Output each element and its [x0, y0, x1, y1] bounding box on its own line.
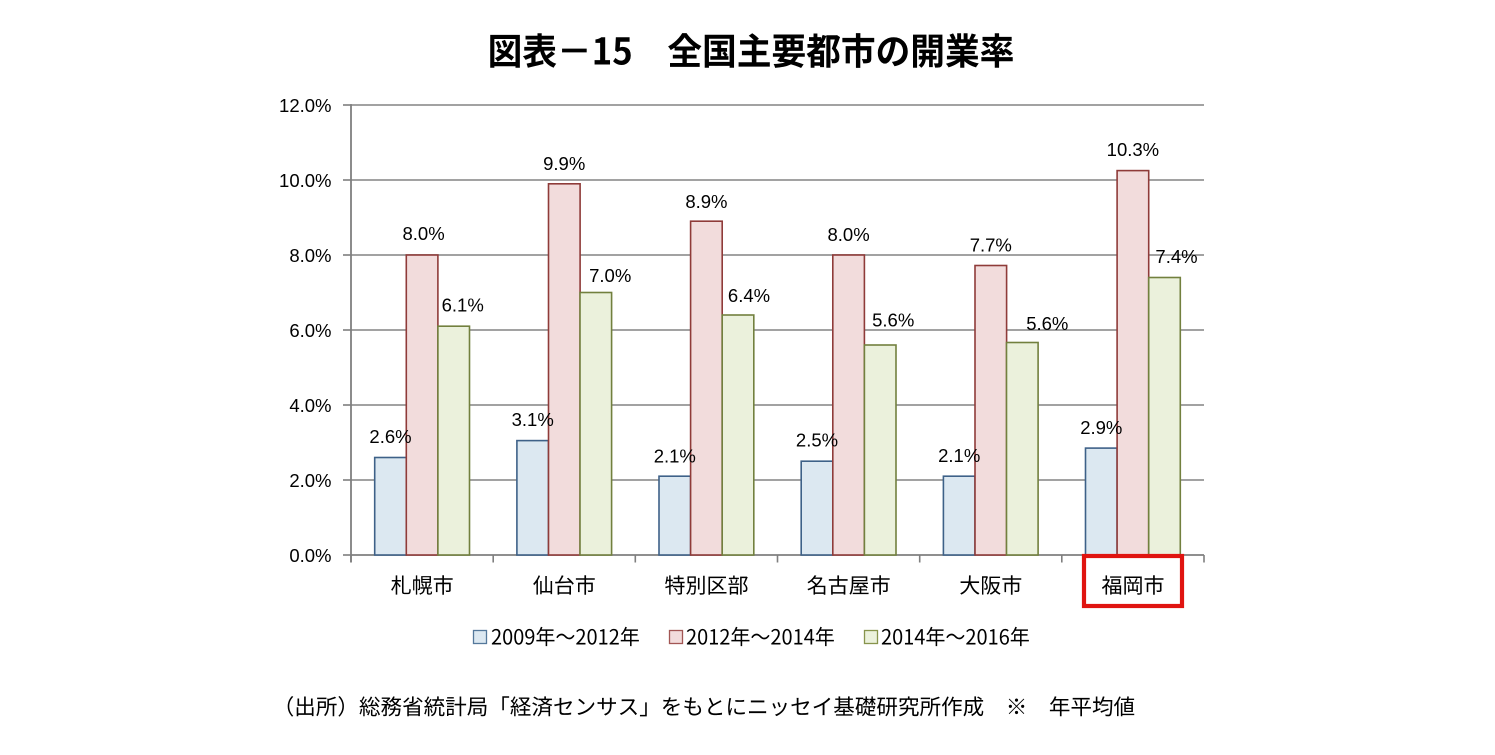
svg-text:5.6%: 5.6%	[1026, 313, 1068, 334]
svg-text:3.1%: 3.1%	[512, 409, 554, 430]
svg-text:0.0%: 0.0%	[289, 545, 331, 566]
svg-text:6.0%: 6.0%	[289, 320, 331, 341]
svg-text:2.1%: 2.1%	[654, 445, 696, 466]
svg-text:12.0%: 12.0%	[279, 95, 331, 116]
svg-text:8.9%: 8.9%	[685, 191, 727, 212]
svg-text:8.0%: 8.0%	[289, 245, 331, 266]
svg-text:4.0%: 4.0%	[289, 395, 331, 416]
svg-text:7.0%: 7.0%	[589, 265, 631, 286]
svg-text:8.0%: 8.0%	[403, 223, 445, 244]
svg-text:6.1%: 6.1%	[442, 295, 484, 316]
svg-text:9.9%: 9.9%	[543, 153, 585, 174]
svg-text:10.0%: 10.0%	[279, 170, 331, 191]
svg-text:6.4%: 6.4%	[728, 285, 770, 306]
svg-text:2.6%: 2.6%	[369, 426, 411, 447]
svg-text:8.0%: 8.0%	[828, 224, 870, 245]
svg-text:2.5%: 2.5%	[796, 430, 838, 451]
svg-text:2.9%: 2.9%	[1080, 417, 1122, 438]
svg-text:2.0%: 2.0%	[289, 470, 331, 491]
svg-text:2.1%: 2.1%	[938, 445, 980, 466]
svg-text:5.6%: 5.6%	[872, 309, 914, 330]
svg-text:7.4%: 7.4%	[1155, 246, 1197, 267]
svg-text:7.7%: 7.7%	[970, 235, 1012, 256]
svg-text:10.3%: 10.3%	[1107, 139, 1159, 160]
